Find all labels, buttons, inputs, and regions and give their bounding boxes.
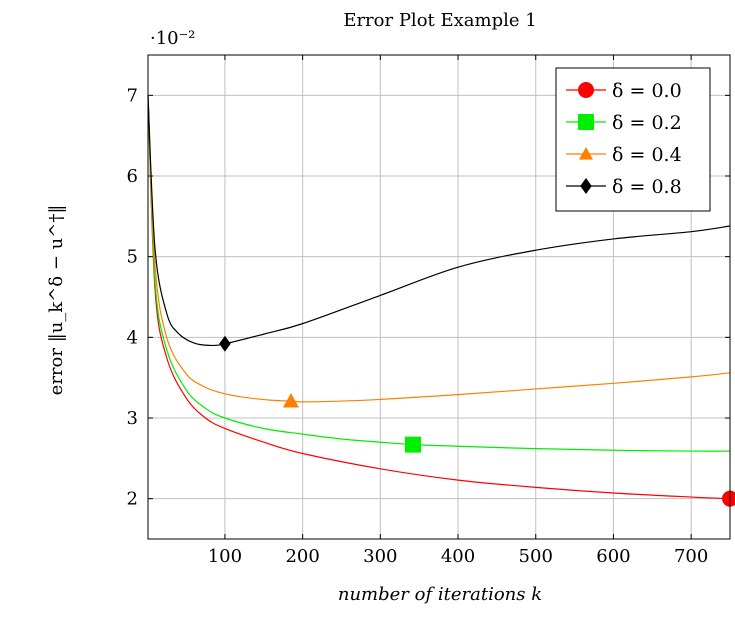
series-line-3 bbox=[147, 95, 731, 347]
x-tick-label: 100 bbox=[208, 546, 242, 567]
y-axis-label: error ‖u_k^δ − u^†‖ bbox=[46, 205, 67, 396]
legend-entry-label: δ = 0.8 bbox=[612, 176, 682, 198]
x-tick-label: 600 bbox=[596, 546, 630, 567]
axis-ticks: 100 200 300 400 500 600 700 2 3 4 5 6 7 bbox=[127, 55, 730, 567]
x-tick-label: 300 bbox=[363, 546, 397, 567]
legend-entry-label: δ = 0.4 bbox=[612, 144, 682, 166]
legend: δ = 0.0 δ = 0.2 δ = 0.4 δ = 0.8 bbox=[555, 67, 711, 212]
x-tick-label: 700 bbox=[674, 546, 708, 567]
y-tick-label: 7 bbox=[127, 85, 138, 106]
y-tick-label: 2 bbox=[127, 489, 138, 510]
legend-marker bbox=[580, 178, 592, 194]
y-tick-label: 6 bbox=[127, 166, 138, 187]
series-lines bbox=[147, 95, 731, 500]
series-line-0 bbox=[147, 95, 731, 500]
series-line-1 bbox=[147, 95, 731, 452]
y-tick-label: 4 bbox=[127, 327, 138, 348]
legend-marker bbox=[578, 82, 594, 98]
legend-marker bbox=[578, 114, 594, 130]
x-tick-label: 200 bbox=[285, 546, 319, 567]
legend-entry-label: δ = 0.2 bbox=[612, 112, 682, 134]
chart-title: Error Plot Example 1 bbox=[343, 10, 536, 31]
x-axis-label: number of iterations k bbox=[338, 584, 542, 605]
series-marker-0 bbox=[722, 490, 735, 507]
y-tick-label: 3 bbox=[127, 408, 138, 429]
legend-marker bbox=[579, 147, 593, 160]
legend-entry-label: δ = 0.0 bbox=[612, 80, 682, 102]
y-tick-label: 5 bbox=[127, 247, 138, 268]
plot-frame bbox=[147, 54, 731, 540]
series-marker-3 bbox=[219, 335, 231, 352]
y-scale-note: ·10⁻² bbox=[150, 28, 195, 49]
series-markers bbox=[219, 335, 735, 507]
x-tick-label: 400 bbox=[441, 546, 475, 567]
series-marker-2 bbox=[282, 393, 299, 408]
x-tick-label: 500 bbox=[519, 546, 553, 567]
series-marker-1 bbox=[404, 436, 421, 453]
